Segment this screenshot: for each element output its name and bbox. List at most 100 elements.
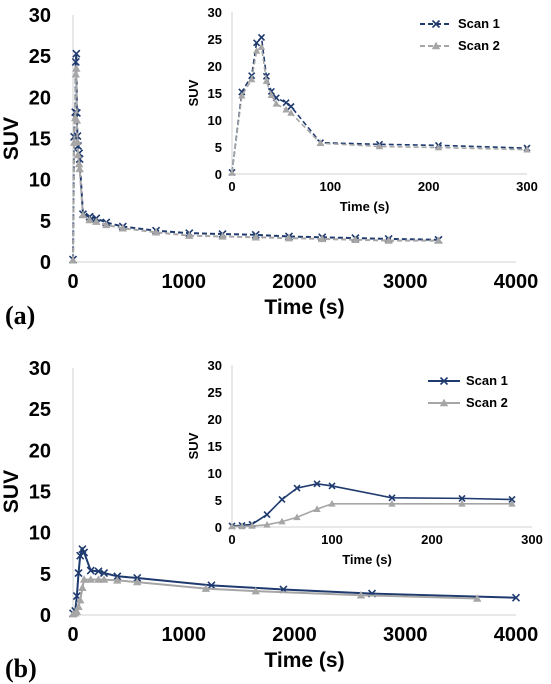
main-series-0-point: [71, 57, 80, 66]
inset-x-tick-label: 100: [321, 532, 343, 547]
inset-series-0-point: [287, 102, 295, 111]
inset-series-0-point: [328, 482, 336, 490]
y-tick-label: 10: [29, 523, 51, 545]
y-tick-label: 15: [29, 482, 51, 504]
main-series-1-point: [99, 575, 109, 583]
main-series-1-point: [473, 594, 482, 602]
inset-background: [180, 350, 542, 580]
main-series-1-point: [351, 235, 360, 243]
inset-series-1-point: [267, 91, 276, 98]
main-series-0-point: [207, 581, 216, 590]
inset-series-1-point: [282, 105, 290, 113]
main-series-1-point: [434, 236, 443, 244]
main-series-1-point: [118, 223, 128, 232]
inset-series-1-point: [328, 499, 336, 507]
main-series-1-point: [68, 256, 78, 264]
main-series-1-point: [72, 607, 82, 615]
main-series-1-point: [356, 590, 366, 599]
x-tick-label: 1000: [162, 271, 207, 293]
main-series-1-point: [251, 586, 260, 595]
inset-y-tick-label: 30: [208, 358, 222, 373]
inset-series-1-point: [263, 521, 271, 528]
inset-y-tick-label: 0: [215, 520, 222, 535]
inset-x-axis-title: Time (s): [340, 199, 390, 214]
y-tick-label: 25: [29, 46, 51, 68]
inset-series-1-point: [388, 499, 396, 507]
inset-y-axis-title: SUV: [186, 432, 201, 459]
inset-series-1-point: [272, 99, 280, 107]
main-series-1-point: [85, 215, 94, 224]
inset-series-1-point: [458, 499, 466, 507]
main-series-1-point: [73, 137, 82, 145]
x-tick-label: 0: [67, 271, 78, 293]
y-tick-label: 20: [29, 87, 51, 109]
x-tick-label: 3000: [383, 624, 428, 646]
inset-y-tick-label: 25: [208, 32, 222, 47]
main-series-1-point: [72, 116, 82, 124]
main-series-0-point: [511, 593, 521, 602]
inset-y-tick-label: 25: [208, 385, 222, 400]
inset-series-1-point: [523, 145, 531, 153]
main-series-1-point: [384, 236, 393, 244]
legend-label: Scan 2: [458, 38, 500, 53]
main-series-1-point: [318, 234, 327, 243]
main-series-1-point: [73, 150, 83, 159]
main-series-0-line: [72, 546, 517, 615]
legend-label: Scan 2: [466, 395, 508, 410]
main-series-1-point: [72, 64, 81, 72]
inset-series-1-point: [262, 77, 271, 84]
inset-x-tick-label: 200: [418, 179, 440, 194]
main-series-1-point: [74, 602, 83, 610]
inset-series-1-point: [228, 522, 236, 530]
main-series-1-point: [92, 217, 101, 225]
main-series-1-point: [94, 575, 103, 583]
legend-marker: [431, 19, 441, 29]
inset-x-tick-label: 300: [516, 179, 538, 194]
inset-x-tick-label: 0: [228, 179, 235, 194]
x-tick-label: 4000: [494, 271, 539, 293]
inset-series-1-point: [287, 109, 295, 116]
inset-series-0-point: [458, 494, 466, 502]
inset-series-0-point: [508, 495, 516, 504]
main-series-0-point: [80, 548, 89, 557]
inset-x-tick-label: 300: [521, 532, 543, 547]
main-series-1-point: [151, 228, 161, 236]
y-tick-label: 5: [40, 211, 51, 233]
inset-y-tick-label: 0: [215, 167, 222, 182]
main-series-0-point: [94, 567, 103, 576]
y-tick-label: 25: [29, 399, 51, 421]
inset-y-tick-label: 15: [208, 439, 222, 454]
x-axis-title: Time (s): [264, 296, 344, 319]
inset-x-axis-title: Time (s): [342, 552, 392, 567]
inset-y-tick-label: 5: [215, 493, 222, 508]
inset-x-tick-label: 200: [421, 532, 443, 547]
main-series-1-point: [79, 575, 89, 583]
y-axis-title: SUV: [0, 117, 23, 160]
legend-label: Scan 1: [458, 16, 500, 31]
y-tick-label: 30: [29, 358, 51, 380]
inset-series-1-point: [313, 505, 321, 512]
inset-series-1-point: [293, 513, 301, 521]
inset-y-tick-label: 20: [208, 412, 222, 427]
y-tick-label: 20: [29, 440, 51, 462]
inset-series-0-point: [282, 99, 290, 107]
y-tick-label: 10: [29, 170, 51, 192]
inset-y-axis-title: SUV: [186, 79, 201, 106]
inset-x-tick-label: 100: [319, 179, 341, 194]
inset-background: [182, 5, 536, 225]
x-tick-label: 0: [67, 624, 78, 646]
inset-y-tick-label: 5: [215, 140, 222, 155]
main-series-1-point: [102, 220, 111, 229]
main-series-1-point: [284, 233, 294, 242]
inset-series-1-point: [252, 47, 261, 54]
inset-series-1-point: [248, 522, 256, 529]
inset-series-0-point: [293, 484, 301, 492]
main-series-1-point: [133, 577, 142, 586]
x-tick-label: 1000: [162, 624, 207, 646]
x-tick-label: 3000: [383, 271, 428, 293]
main-series-1-point: [201, 584, 211, 592]
